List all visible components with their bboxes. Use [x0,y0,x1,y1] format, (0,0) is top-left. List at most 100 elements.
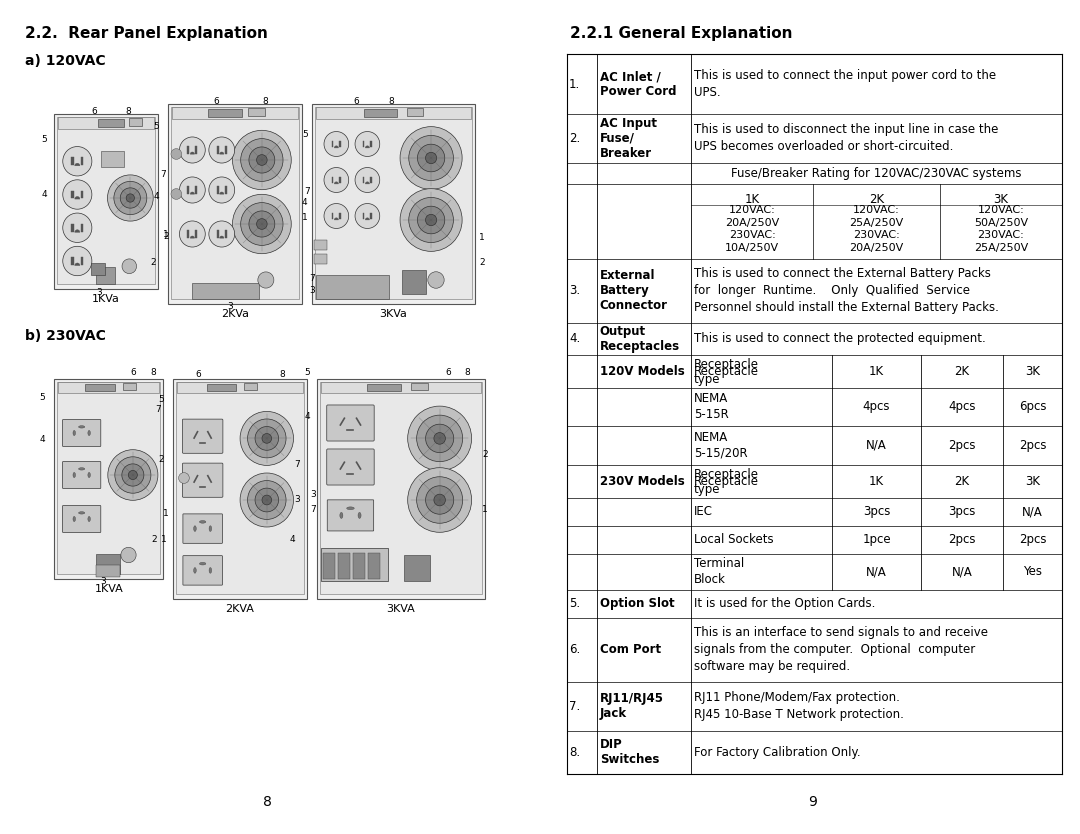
Text: 5.: 5. [569,597,580,610]
Text: 6: 6 [195,369,201,379]
Wedge shape [75,263,80,265]
Text: AC Input
Fuse/
Breaker: AC Input Fuse/ Breaker [599,117,657,160]
Circle shape [262,495,271,505]
Bar [314,240,327,250]
Circle shape [408,135,454,181]
Bar [339,177,341,183]
Text: N/A: N/A [1022,505,1043,519]
Bar [332,141,334,148]
FancyBboxPatch shape [327,405,374,441]
Text: 6: 6 [353,97,360,105]
Circle shape [258,272,274,288]
Text: 6.: 6. [569,644,580,656]
Text: 5: 5 [153,122,159,130]
Circle shape [407,406,472,470]
Ellipse shape [79,468,84,470]
Text: N/A: N/A [866,439,887,452]
Text: 4: 4 [42,189,48,198]
Text: 5: 5 [42,134,48,143]
Bar [71,158,73,165]
Bar [338,553,350,579]
Bar [353,553,365,579]
FancyBboxPatch shape [183,514,222,543]
Circle shape [232,194,292,254]
Wedge shape [219,152,224,154]
Ellipse shape [193,568,197,573]
Text: 5: 5 [305,368,310,376]
Text: 3: 3 [96,288,102,297]
Ellipse shape [87,472,91,478]
Circle shape [418,144,445,172]
Text: Com Port: Com Port [599,644,661,656]
Circle shape [108,450,158,500]
Circle shape [241,203,283,245]
Ellipse shape [79,425,84,428]
Bar [312,104,475,304]
Text: 8: 8 [388,97,394,105]
Circle shape [178,473,189,484]
Circle shape [129,470,137,480]
Text: Option Slot: Option Slot [599,597,675,610]
Text: 1.: 1. [569,78,580,91]
Circle shape [179,221,205,247]
Wedge shape [75,197,80,199]
Circle shape [171,148,181,159]
Bar [168,104,302,304]
Bar [314,254,327,264]
Circle shape [247,480,286,520]
Ellipse shape [87,430,91,435]
Bar [98,119,124,127]
Bar [172,107,299,299]
Ellipse shape [210,525,212,531]
Bar [123,383,136,390]
Bar [332,177,334,183]
Text: 7.: 7. [569,700,580,713]
Bar [208,109,242,117]
Ellipse shape [359,512,361,519]
Text: 2pcs: 2pcs [1018,439,1047,452]
Circle shape [126,193,134,202]
Text: Local Sockets: Local Sockets [693,534,773,546]
Circle shape [108,175,153,221]
Bar [195,187,198,193]
Wedge shape [190,236,194,239]
Text: 3pcs: 3pcs [948,505,975,519]
Circle shape [63,180,92,209]
Circle shape [428,272,444,289]
Text: 3: 3 [100,576,106,585]
Text: 6: 6 [213,97,218,105]
Bar [370,177,373,183]
Bar [206,384,237,391]
Circle shape [400,188,462,251]
Circle shape [171,188,181,199]
Text: type: type [693,373,720,386]
Bar [323,553,335,579]
Bar [316,379,485,599]
Text: NEMA
5-15/20R: NEMA 5-15/20R [693,431,747,460]
Text: 230V Models: 230V Models [599,475,685,488]
Circle shape [434,495,445,505]
Ellipse shape [347,507,354,510]
Bar [176,382,303,594]
FancyBboxPatch shape [63,461,100,489]
Bar [130,118,141,126]
Text: 3: 3 [227,302,232,310]
Text: 1pce: 1pce [862,534,891,546]
Bar [96,565,120,577]
Bar [71,224,73,232]
Circle shape [179,177,205,203]
Bar [57,382,161,574]
Text: 6: 6 [446,368,451,376]
Wedge shape [219,236,224,239]
Bar [411,383,428,390]
Bar [363,213,364,219]
Wedge shape [365,182,369,184]
Text: 2pcs: 2pcs [1018,534,1047,546]
Text: type: type [693,483,720,495]
Bar [57,117,156,284]
Circle shape [241,138,283,181]
Text: 2: 2 [159,455,164,464]
Text: 5: 5 [40,393,45,401]
Bar [81,191,83,198]
Bar [363,177,364,183]
